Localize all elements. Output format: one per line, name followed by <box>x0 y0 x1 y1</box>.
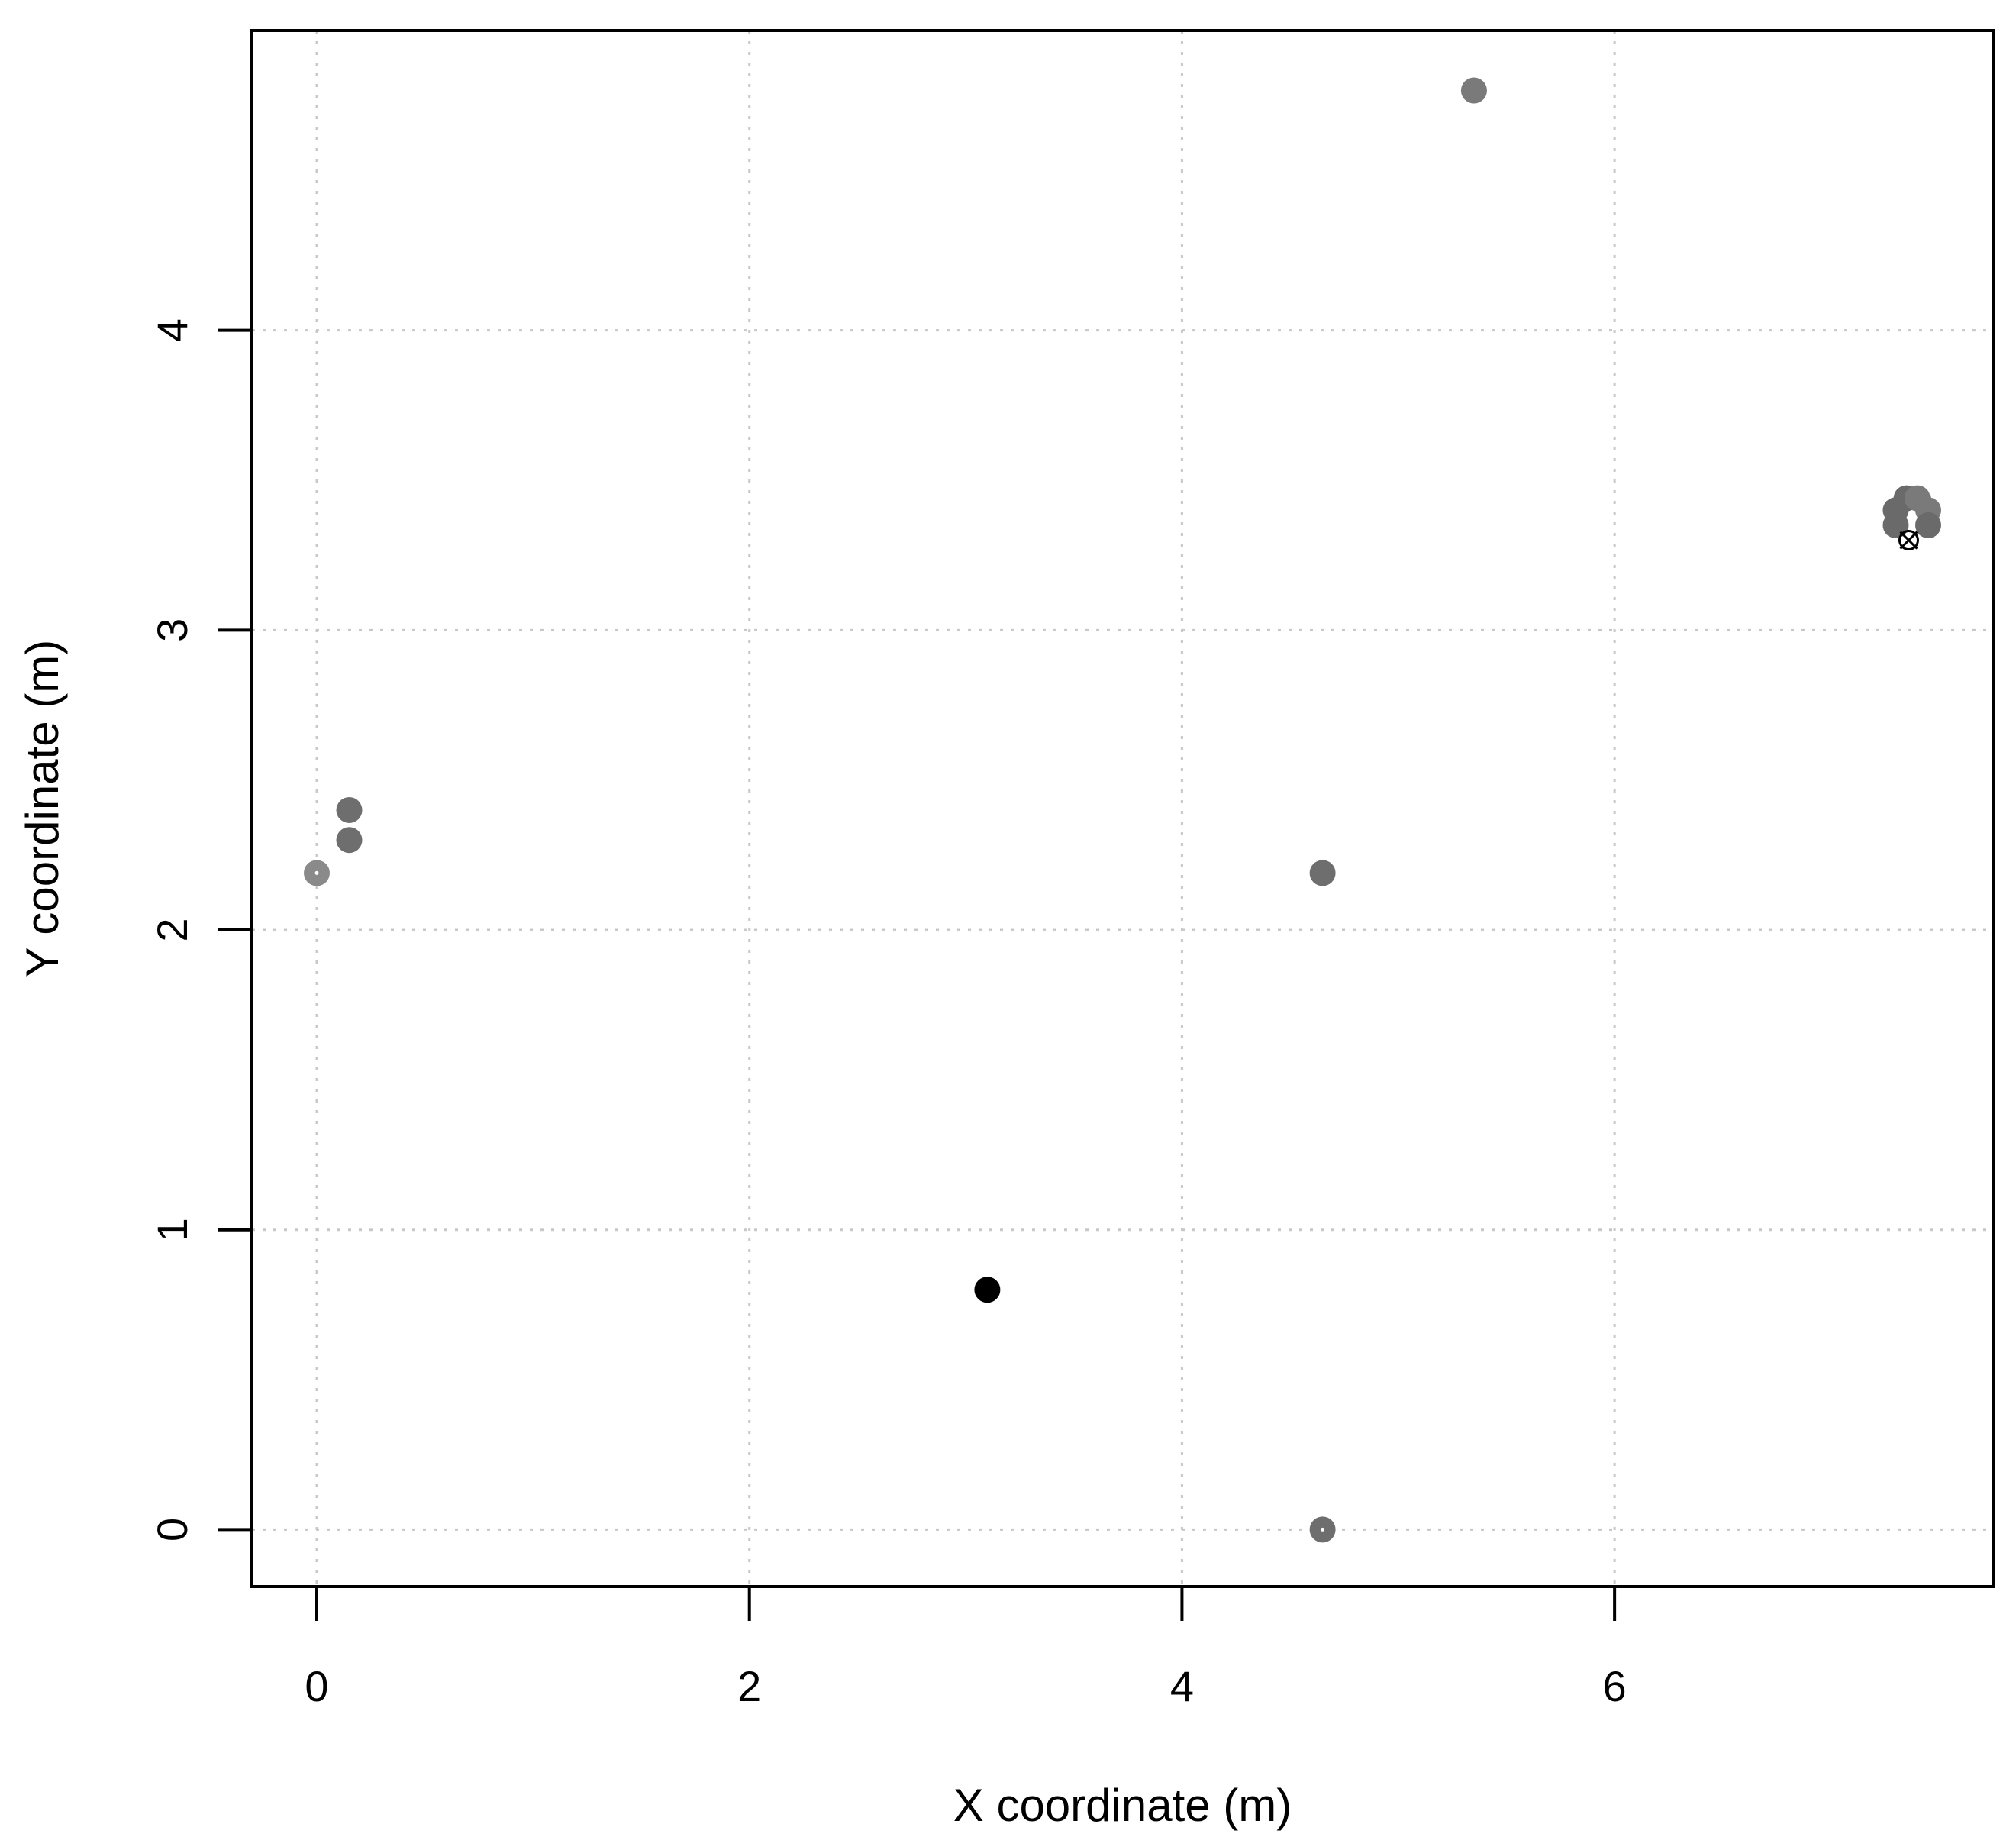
x-axis-ticks: 0 2 4 6 <box>305 1587 1627 1710</box>
circle-x-marker <box>1898 530 1919 551</box>
data-point-center <box>314 870 319 875</box>
x-tick-label: 6 <box>1603 1662 1627 1710</box>
y-axis-ticks: 0 1 2 3 4 <box>148 318 252 1542</box>
y-tick-label: 2 <box>148 918 196 941</box>
special-markers <box>1898 530 1919 551</box>
y-tick-label: 1 <box>148 1218 196 1241</box>
data-point <box>336 796 363 823</box>
y-tick-label: 0 <box>148 1518 196 1542</box>
x-tick-label: 2 <box>737 1662 761 1710</box>
y-tick-label: 3 <box>148 618 196 642</box>
y-axis-title: Y coordinate (m) <box>17 640 68 977</box>
x-tick-label: 4 <box>1170 1662 1194 1710</box>
data-point <box>1460 77 1487 104</box>
data-point <box>1309 860 1336 886</box>
marker-cross-b <box>1899 531 1918 550</box>
plot-frame <box>250 29 1995 1588</box>
data-point <box>1882 512 1909 538</box>
y-tick-label: 4 <box>148 318 196 342</box>
data-point-center <box>1321 1527 1325 1532</box>
x-tick-label: 0 <box>305 1662 328 1710</box>
x-axis-title: X coordinate (m) <box>953 1780 1292 1831</box>
data-point <box>1914 512 1941 538</box>
data-point <box>336 827 363 854</box>
grid-lines <box>252 31 1993 1587</box>
data-point <box>974 1277 1001 1303</box>
marker-circle <box>1898 530 1919 551</box>
data-points <box>304 77 1941 1543</box>
